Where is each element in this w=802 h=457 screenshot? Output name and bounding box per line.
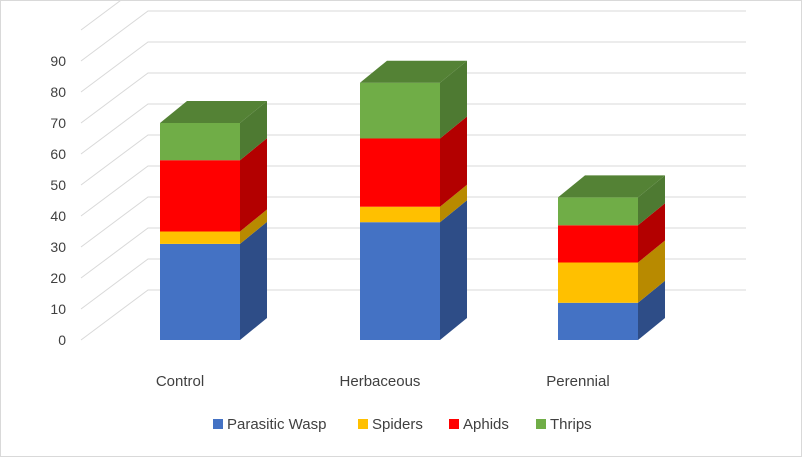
y-axis-ticks: 0 10 20 30 40 50 60 70 80 90: [50, 53, 66, 348]
gridline: [80, 227, 746, 279]
legend-swatch: [536, 419, 546, 429]
bar-segment-side: [638, 280, 665, 340]
bars: [160, 60, 665, 340]
legend-label: Parasitic Wasp: [227, 416, 326, 433]
gridline: [80, 0, 123, 31]
bar-top: [160, 101, 267, 123]
x-category-label: Perennial: [546, 373, 609, 390]
y-tick-label: 40: [50, 208, 66, 224]
gridline: [80, 196, 746, 248]
bar-segment: [160, 243, 240, 340]
y-tick-label: 0: [58, 332, 66, 348]
y-tick-label: 60: [50, 146, 66, 162]
x-category-label: Control: [156, 373, 204, 390]
y-tick-label: 90: [50, 53, 66, 69]
bar-segment: [360, 206, 440, 223]
bar-segment-side: [440, 200, 467, 340]
bar-segment-side: [440, 116, 467, 207]
y-tick-label: 50: [50, 177, 66, 193]
legend: Parasitic Wasp Spiders Aphids Thrips: [213, 416, 592, 433]
y-tick-label: 10: [50, 301, 66, 317]
bar-segment: [558, 197, 638, 226]
bar-segment: [360, 138, 440, 207]
gridline: [80, 134, 746, 186]
legend-label: Aphids: [463, 416, 509, 433]
gridline: [80, 10, 746, 62]
gridline: [80, 41, 746, 93]
y-tick-label: 30: [50, 239, 66, 255]
gridline: [80, 165, 746, 217]
bar-segment-side: [638, 175, 665, 226]
bar-segment: [558, 262, 638, 303]
y-tick-label: 20: [50, 270, 66, 286]
legend-swatch: [358, 419, 368, 429]
gridline: [80, 103, 746, 155]
bar-segment: [160, 123, 240, 161]
bar-segment-side: [638, 203, 665, 263]
bar-segment: [558, 225, 638, 263]
bar-segment-side: [240, 209, 267, 244]
y-tick-label: 80: [50, 84, 66, 100]
bar-segment: [160, 231, 240, 244]
legend-label: Spiders: [372, 416, 423, 433]
bar-segment-side: [240, 221, 267, 340]
bar-segment: [160, 160, 240, 232]
legend-label: Thrips: [550, 416, 592, 433]
gridline: [80, 72, 746, 124]
bar-segment-side: [240, 101, 267, 161]
bar-segment-side: [638, 240, 665, 303]
legend-swatch: [213, 419, 223, 429]
bar-top: [360, 60, 467, 83]
bar-top: [558, 175, 665, 198]
legend-swatch: [449, 419, 459, 429]
gridlines: [80, 0, 746, 341]
bar-segment-side: [240, 138, 267, 232]
gridline: [80, 289, 746, 341]
bar-segment: [360, 222, 440, 340]
bar-segment: [558, 302, 638, 340]
x-axis-categories: Control Herbaceous Perennial: [156, 373, 610, 390]
gridline: [80, 258, 746, 310]
bar-segment-side: [440, 184, 467, 223]
bar-segment-side: [440, 60, 467, 139]
y-tick-label: 70: [50, 115, 66, 131]
bar-segment: [360, 82, 440, 139]
x-category-label: Herbaceous: [340, 373, 421, 390]
